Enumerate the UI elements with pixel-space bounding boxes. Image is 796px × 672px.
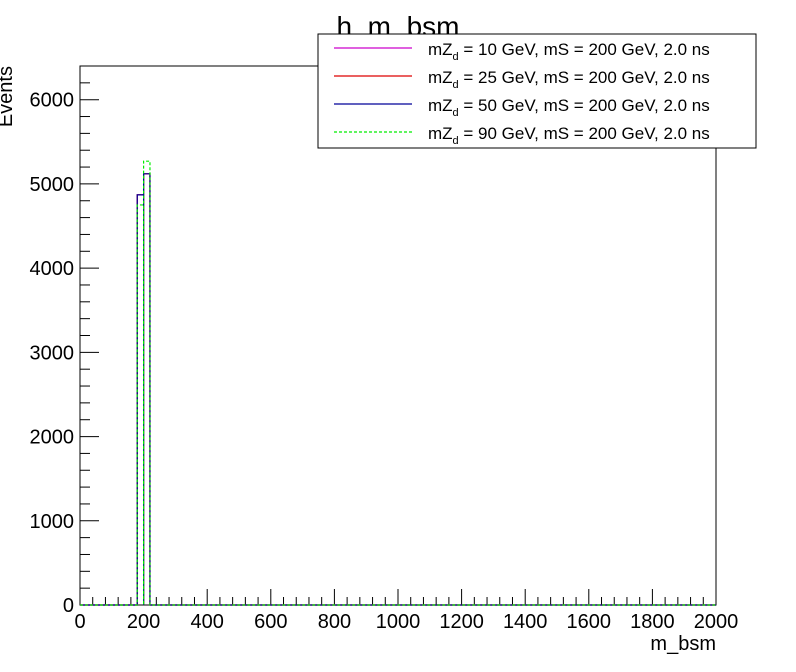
y-tick-label: 4000 xyxy=(30,258,75,280)
series-line-3 xyxy=(80,173,716,606)
y-tick-label: 2000 xyxy=(30,427,75,449)
y-axis-label: Events xyxy=(0,66,17,127)
y-tick-label: 6000 xyxy=(30,90,75,112)
legend-label-1: mZd = 10 GeV, mS = 200 GeV, 2.0 ns xyxy=(428,40,710,63)
series-layer xyxy=(80,160,716,606)
series-line-4 xyxy=(80,160,716,606)
y-tick-label: 3000 xyxy=(30,342,75,364)
x-tick-label: 1800 xyxy=(630,611,675,633)
x-tick-label: 600 xyxy=(254,611,287,633)
x-tick-label: 200 xyxy=(127,611,160,633)
legend: mZd = 10 GeV, mS = 200 GeV, 2.0 ns mZd = … xyxy=(317,33,757,149)
legend-label-2: mZd = 25 GeV, mS = 200 GeV, 2.0 ns xyxy=(428,68,710,91)
x-tick-label: 1200 xyxy=(439,611,484,633)
y-tick-label: 0 xyxy=(63,595,74,617)
x-tick-label: 0 xyxy=(74,611,85,633)
x-tick-label: 1600 xyxy=(567,611,612,633)
legend-box xyxy=(317,33,757,149)
y-tick-label: 1000 xyxy=(30,511,75,533)
legend-label-4: mZd = 90 GeV, mS = 200 GeV, 2.0 ns xyxy=(428,124,710,147)
y-tick-labels: 0 1000 2000 3000 4000 5000 6000 xyxy=(30,90,75,617)
legend-label-3: mZd = 50 GeV, mS = 200 GeV, 2.0 ns xyxy=(428,96,710,119)
x-tick-label: 2000 xyxy=(694,611,739,633)
x-tick-label: 1400 xyxy=(503,611,548,633)
x-tick-labels: 0 200 400 600 800 1000 1200 1400 1600 1800 2000 xyxy=(74,611,738,633)
x-tick-label: 1000 xyxy=(376,611,421,633)
y-tick-label: 5000 xyxy=(30,174,75,196)
x-tick-label: 400 xyxy=(191,611,224,633)
x-tick-label: 800 xyxy=(318,611,351,633)
x-axis-label: m_bsm xyxy=(650,633,716,655)
